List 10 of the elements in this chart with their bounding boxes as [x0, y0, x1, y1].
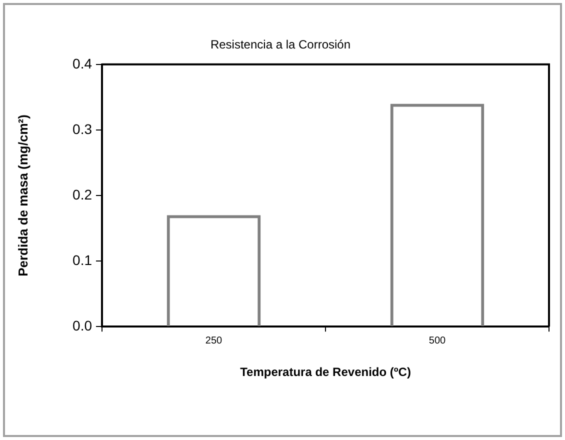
y-tick-label: 0.1 [72, 252, 92, 268]
y-tick-label: 0.4 [72, 55, 92, 72]
y-tick-label: 0.3 [72, 120, 92, 137]
chart-title: Resistencia a la Corrosión [210, 38, 351, 52]
x-axis-title: Temperatura de Revenido (ºC) [240, 365, 411, 380]
y-axis-title: Perdida de masa (mg/cm²) [15, 114, 30, 276]
x-tick-label: 250 [205, 335, 223, 346]
y-tick-label: 0.2 [72, 186, 92, 202]
y-tick-label: 0.0 [72, 317, 92, 334]
x-tick-label: 500 [428, 335, 446, 346]
